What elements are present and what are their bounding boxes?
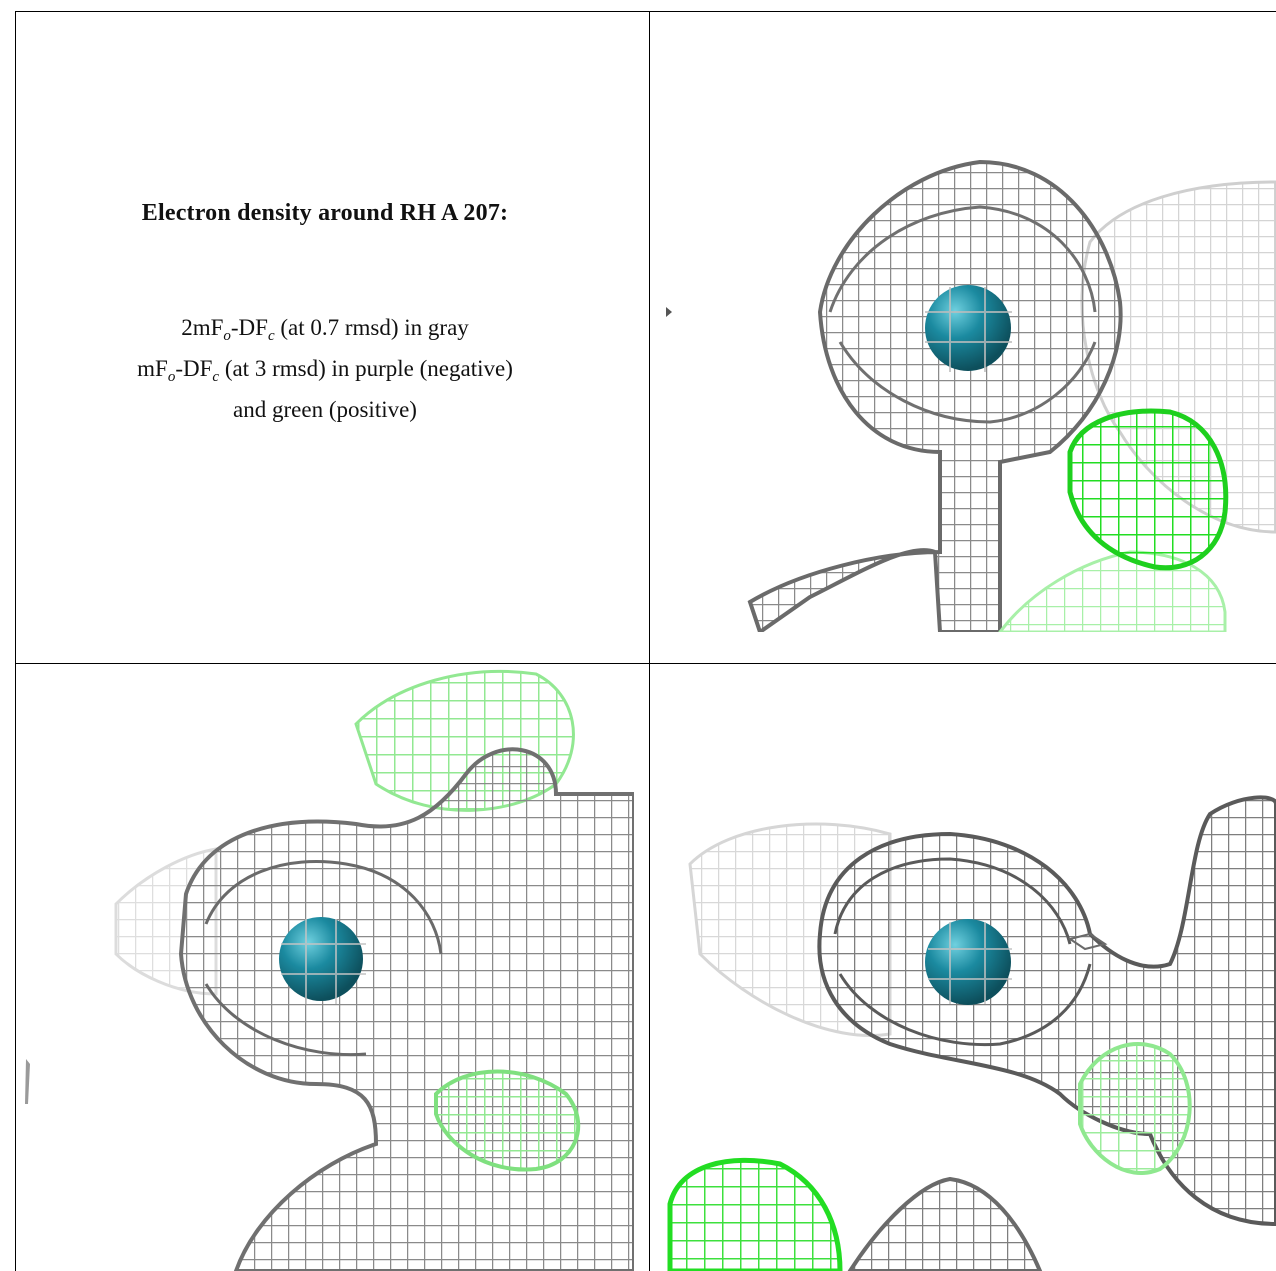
- mesh-fragment: [25, 1059, 30, 1104]
- view-bottom-right: [650, 664, 1276, 1271]
- caption-line-1: 2mFo-DFc (at 0.7 rmsd) in gray: [181, 315, 469, 344]
- mesh-green-right: [1078, 1042, 1192, 1175]
- caption-body: 2mFo-DFc (at 0.7 rmsd) in gray mFo-DFc (…: [15, 309, 635, 429]
- arrow-marker: [666, 307, 672, 317]
- mesh-fragment: [1067, 932, 1108, 951]
- frame-top: [15, 11, 1276, 12]
- caption-line-3: and green (positive): [233, 397, 417, 422]
- density-view-top-right: [666, 159, 1276, 632]
- frame-left: [15, 11, 16, 1271]
- mesh-green-lower: [434, 1069, 581, 1172]
- atom-sphere: [925, 919, 1011, 1005]
- atom-sphere: [279, 917, 363, 1001]
- atom-sphere: [925, 285, 1011, 371]
- view-top-right: [650, 12, 1276, 663]
- frame-middle-horizontal: [15, 663, 1276, 664]
- density-view-bottom-right: [667, 795, 1276, 1271]
- view-bottom-left: [16, 664, 649, 1271]
- mesh-green-blob: [1067, 408, 1229, 571]
- figure-caption: Electron density around RH A 207: 2mFo-D…: [15, 200, 635, 429]
- mesh-main-gray: [178, 747, 634, 1271]
- caption-line-2: mFo-DFc (at 3 rmsd) in purple (negative): [137, 356, 513, 385]
- caption-title: Electron density around RH A 207:: [141, 200, 509, 226]
- mesh-main-gray: [817, 795, 1276, 1227]
- mesh-lower-gray: [847, 1176, 1043, 1271]
- mesh-green-lower-left: [667, 1157, 843, 1271]
- density-view-bottom-left: [25, 670, 634, 1271]
- frame-middle-vertical: [649, 11, 650, 1271]
- mesh-main-gray: [747, 159, 1123, 632]
